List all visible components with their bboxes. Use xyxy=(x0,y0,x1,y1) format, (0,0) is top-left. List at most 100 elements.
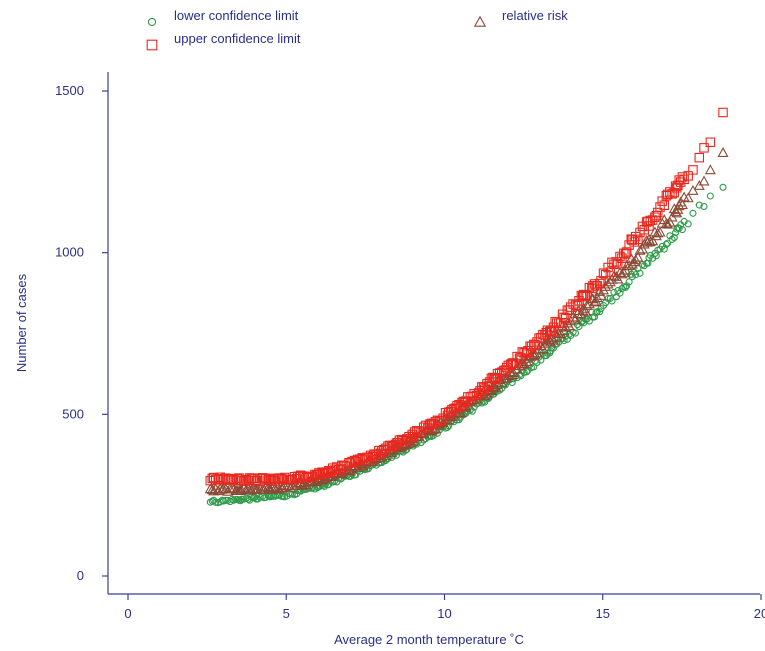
data-point-circle xyxy=(616,289,624,297)
data-point-triangle xyxy=(579,305,591,316)
data-point-triangle xyxy=(491,379,504,389)
data-point-square xyxy=(505,359,516,370)
data-point-circle xyxy=(523,368,531,376)
legend-label-relative-risk: relative risk xyxy=(502,8,568,23)
data-point-triangle xyxy=(687,184,699,195)
data-point-square xyxy=(388,440,398,451)
data-point-circle xyxy=(719,183,727,191)
data-point-square xyxy=(516,353,526,363)
y-axis-ticks: 0 500 1000 1500 xyxy=(55,83,108,583)
data-point-triangle xyxy=(652,227,664,238)
x-axis-label: Average 2 month temperature ˚C xyxy=(334,632,524,647)
legend-label-upper: upper confidence limit xyxy=(174,31,301,46)
data-point-triangle xyxy=(647,235,659,246)
data-point-triangle xyxy=(717,147,729,158)
data-point-triangle xyxy=(426,425,438,436)
data-point-square xyxy=(633,234,643,245)
legend-marker-circle xyxy=(147,17,157,27)
data-points xyxy=(204,107,729,507)
data-point-square xyxy=(326,467,336,477)
data-point-triangle xyxy=(537,343,549,354)
data-point-square xyxy=(718,107,728,118)
data-point-square xyxy=(652,207,663,218)
series-upper-confidence-limit xyxy=(205,107,728,486)
y-tick-label: 0 xyxy=(77,568,84,583)
legend-marker-triangle xyxy=(473,15,487,27)
data-point-circle xyxy=(625,278,633,286)
data-point-circle xyxy=(675,224,683,232)
data-point-square xyxy=(215,472,225,483)
data-point-triangle xyxy=(555,327,567,338)
data-point-circle xyxy=(662,240,670,248)
data-point-circle xyxy=(668,235,676,243)
data-point-triangle xyxy=(654,226,666,237)
data-point-triangle xyxy=(698,175,710,186)
data-point-square xyxy=(589,279,600,289)
x-axis-ticks: 0 5 10 15 20 xyxy=(124,594,765,621)
y-axis-label: Number of cases xyxy=(14,273,29,372)
data-point-triangle xyxy=(529,348,541,359)
data-point-circle xyxy=(689,209,697,217)
data-point-square xyxy=(559,312,569,323)
data-point-square xyxy=(365,450,376,461)
data-point-triangle xyxy=(570,313,582,324)
data-point-square xyxy=(627,235,638,245)
data-point-triangle xyxy=(649,226,661,237)
data-point-circle xyxy=(236,497,244,505)
legend-marker-square xyxy=(146,39,158,51)
data-point-square xyxy=(234,473,244,483)
data-point-circle xyxy=(585,317,593,325)
data-point-triangle xyxy=(567,311,579,322)
data-point-square xyxy=(669,187,680,198)
legend-item-relative-risk: relative risk xyxy=(473,8,568,27)
data-point-triangle xyxy=(636,243,648,254)
data-point-circle xyxy=(590,313,599,321)
data-point-triangle xyxy=(581,299,593,310)
data-point-square xyxy=(659,200,670,211)
data-point-triangle xyxy=(644,236,656,247)
data-point-triangle xyxy=(276,482,288,493)
data-point-circle xyxy=(238,495,246,503)
legend-marker-circle xyxy=(147,17,157,27)
data-point-triangle xyxy=(591,292,603,303)
data-point-square xyxy=(624,240,634,250)
legend-marker-triangle xyxy=(473,15,487,27)
data-point-square xyxy=(521,348,532,358)
data-point-triangle xyxy=(664,216,676,227)
data-point-circle xyxy=(670,234,678,242)
series-relative-risk xyxy=(204,147,729,496)
data-point-square xyxy=(688,165,698,175)
data-point-circle xyxy=(666,232,674,240)
data-point-circle xyxy=(592,309,600,317)
data-point-triangle xyxy=(662,218,674,229)
legend: lower confidence limit upper confidence … xyxy=(146,8,568,51)
data-point-triangle xyxy=(660,218,672,229)
x-tick-label: 0 xyxy=(124,606,131,621)
data-point-square xyxy=(450,403,461,413)
data-point-square xyxy=(243,475,254,485)
data-point-triangle xyxy=(676,199,688,210)
data-point-square xyxy=(619,248,629,259)
data-point-circle xyxy=(678,226,686,234)
data-point-triangle xyxy=(263,483,275,494)
data-point-triangle xyxy=(595,289,607,300)
x-tick-label: 5 xyxy=(283,606,290,621)
data-point-circle xyxy=(684,220,692,228)
y-tick-label: 500 xyxy=(62,406,84,421)
data-point-square xyxy=(621,247,632,257)
data-point-square xyxy=(594,278,605,289)
data-point-triangle xyxy=(518,358,530,369)
x-tick-label: 10 xyxy=(437,606,451,621)
data-point-triangle xyxy=(602,278,614,289)
data-point-triangle xyxy=(632,251,644,262)
data-point-triangle xyxy=(704,164,716,175)
data-point-triangle xyxy=(594,285,606,296)
data-point-circle xyxy=(212,498,220,506)
data-point-circle xyxy=(228,495,236,503)
legend-item-lower: lower confidence limit xyxy=(147,8,299,27)
data-point-triangle xyxy=(526,350,538,361)
data-point-circle xyxy=(700,202,708,211)
data-point-square xyxy=(694,152,705,163)
y-tick-label: 1500 xyxy=(55,83,84,98)
